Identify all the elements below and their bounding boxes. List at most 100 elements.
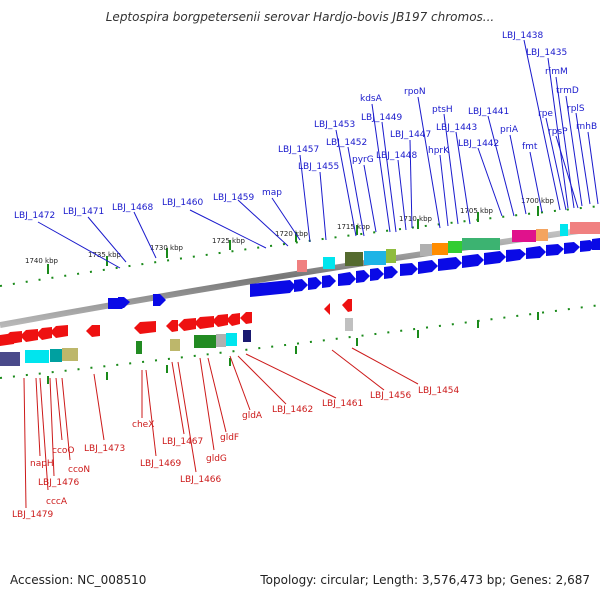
forward-gene-arrow <box>564 242 580 254</box>
gene-label: LBJ_1435 <box>526 48 567 58</box>
kbp-label: 1725 kbp <box>212 237 246 245</box>
gene-label: LBJ_1453 <box>314 120 355 130</box>
leader-line <box>509 134 527 215</box>
gene-label: LBJ_1443 <box>436 123 477 133</box>
gene-label: pyrG <box>352 155 374 165</box>
reverse-gene-arrow <box>194 316 214 329</box>
reverse-gene-arrow <box>86 325 100 337</box>
gene-label: LBJ_1448 <box>376 151 418 161</box>
forward-gene-arrow <box>338 272 356 286</box>
leader-line <box>351 347 419 385</box>
leader-line <box>61 377 71 461</box>
leader-line <box>381 121 397 233</box>
leader-line <box>39 377 49 491</box>
gene-label: gldG <box>206 454 227 464</box>
leader-line <box>237 355 287 405</box>
forward-gene-arrow <box>418 260 438 274</box>
forward-gene-arrow <box>546 244 564 256</box>
feature-block <box>448 241 462 253</box>
gene-label: rnhB <box>576 122 597 132</box>
kbp-label: 1710 kbp <box>399 215 433 223</box>
gene-label: LBJ_1457 <box>278 145 319 155</box>
leader-line <box>575 112 591 205</box>
forward-labels: LBJ_1472 LBJ_1471 LBJ_1468 LBJ_1460 LBJ_… <box>14 31 597 221</box>
leader-line <box>439 154 449 227</box>
gene-label: ptsH <box>432 105 453 115</box>
leader-line <box>545 117 567 211</box>
forward-gene-arrow <box>462 254 484 268</box>
gene-label: LBJ_1442 <box>458 139 499 149</box>
feature-block <box>136 341 142 354</box>
gene-label: LBJ_1460 <box>162 198 204 208</box>
gene-label: LBJ_1468 <box>112 203 154 213</box>
gene-label: cccA <box>46 497 68 507</box>
map-title: Leptospira borgpetersenii serovar Hardjo… <box>105 10 495 24</box>
leader-line <box>177 361 197 473</box>
leader-line <box>145 369 157 457</box>
leader-line <box>49 377 55 477</box>
reverse-gene-arrow <box>50 325 68 338</box>
feature-block <box>25 350 49 363</box>
reverse-gene-arrow <box>324 303 330 315</box>
leader-line <box>529 151 543 213</box>
gene-label: LBJ_1467 <box>162 437 203 447</box>
feature-block <box>194 335 216 348</box>
gene-label: cheX <box>132 420 154 430</box>
leader-line <box>245 353 337 399</box>
feature-block <box>345 318 353 331</box>
gene-label: kdsA <box>360 94 383 104</box>
gene-label: LBJ_1479 <box>12 510 54 520</box>
forward-gene-arrow <box>506 249 526 262</box>
gene-label: LBJ_1447 <box>390 130 431 140</box>
leader-line <box>487 115 515 217</box>
feature-block <box>50 349 62 362</box>
leader-line <box>271 197 301 241</box>
forward-gene-arrow <box>484 251 506 265</box>
reverse-feature-blocks <box>0 318 353 366</box>
forward-tick-track <box>0 205 600 287</box>
forward-gene-arrow <box>400 263 418 276</box>
forward-feature-blocks <box>297 222 600 272</box>
feature-block <box>420 244 432 256</box>
forward-gene-arrow <box>592 238 600 250</box>
reverse-genes <box>0 299 352 346</box>
feature-block <box>432 243 448 255</box>
forward-gene-arrow <box>526 246 546 259</box>
leader-line <box>171 361 185 435</box>
gene-label: fmt <box>522 142 538 152</box>
leader-line <box>371 103 391 233</box>
feature-block <box>170 339 180 351</box>
leader-line <box>417 96 441 229</box>
feature-block <box>462 238 500 250</box>
gene-label: LBJ_1459 <box>213 193 255 203</box>
feature-block <box>536 229 548 241</box>
reverse-gene-arrow <box>178 318 196 331</box>
forward-gene-arrow <box>370 268 384 281</box>
reverse-gene-arrow <box>240 312 252 324</box>
reverse-tick-marks <box>47 312 539 384</box>
leader-line <box>229 355 251 411</box>
leader-line <box>443 113 459 225</box>
reverse-labels: LBJ_1479 cccA LBJ_1476 napH ccoO ccoN LB… <box>12 386 460 520</box>
forward-gene-arrow <box>438 257 462 271</box>
gene-label: gldA <box>242 411 263 421</box>
gene-label: LBJ_1466 <box>180 475 222 485</box>
feature-block <box>560 224 568 236</box>
gene-label: gldF <box>220 433 239 443</box>
feature-block <box>364 251 386 265</box>
gene-label: priA <box>500 125 519 135</box>
reverse-leaders <box>23 347 419 509</box>
gene-label: rimM <box>545 67 568 77</box>
gene-label: LBJ_1472 <box>14 211 55 221</box>
leader-line <box>331 349 385 391</box>
gene-label: LBJ_1452 <box>326 138 367 148</box>
reverse-gene-arrow <box>342 299 352 312</box>
feature-block <box>226 333 237 346</box>
forward-leaders <box>37 39 599 269</box>
leader-line <box>55 377 63 441</box>
leader-line <box>455 131 471 225</box>
forward-gene-arrow <box>118 297 130 308</box>
leader-line <box>565 95 583 207</box>
kbp-label: 1740 kbp <box>25 257 59 265</box>
